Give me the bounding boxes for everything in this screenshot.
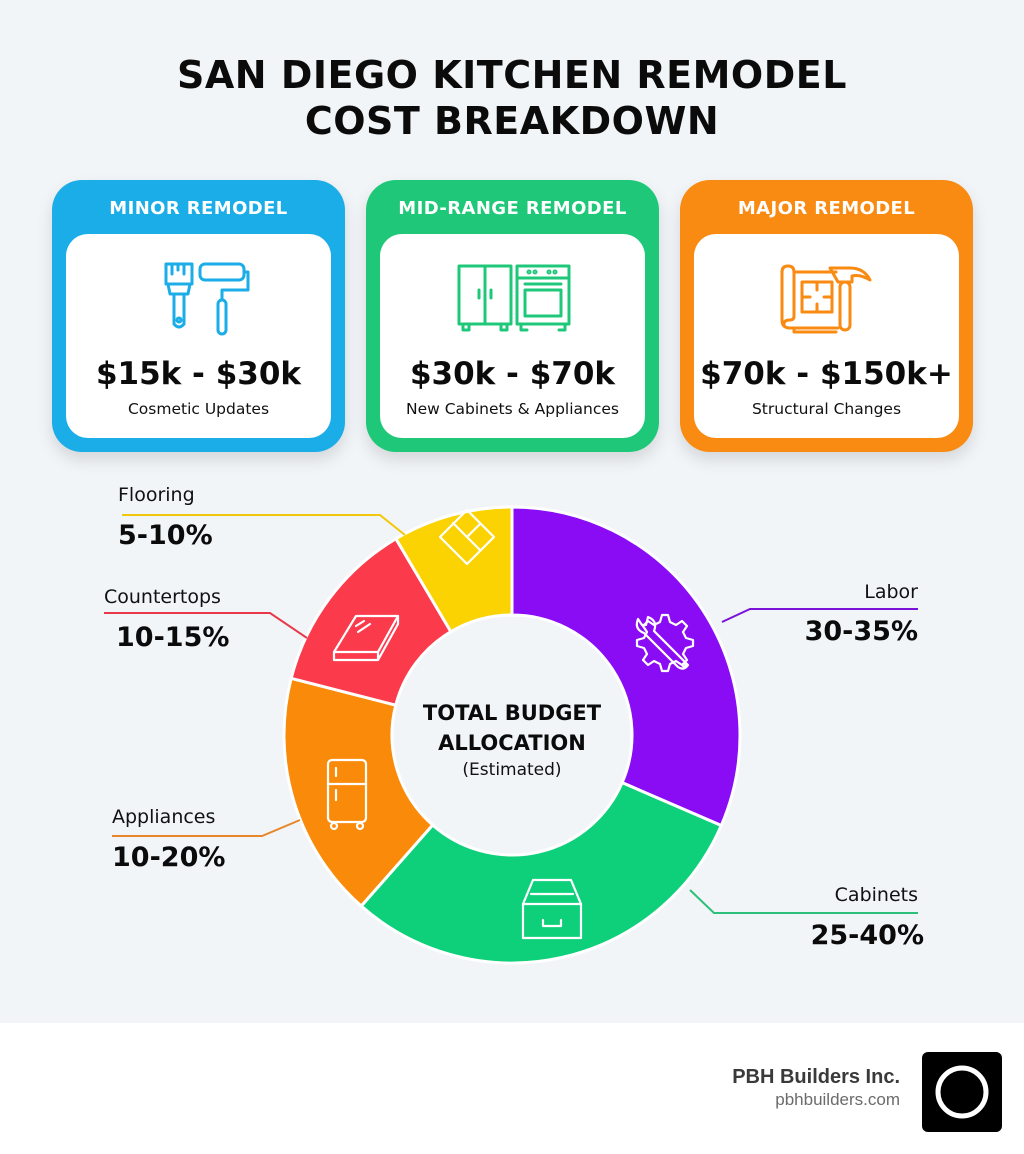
donut-svg xyxy=(104,505,918,965)
infographic-canvas: SAN DIEGO KITCHEN REMODEL COST BREAKDOWN… xyxy=(0,0,1024,1023)
pct-countertops: 10-15% xyxy=(116,622,230,653)
label-countertops: Countertops xyxy=(104,586,221,608)
cabinet-oven-icon xyxy=(457,264,570,332)
card-body: $15k - $30k Cosmetic Updates xyxy=(66,234,331,438)
card-header: MINOR REMODEL xyxy=(109,198,288,219)
drawer-icon xyxy=(521,878,583,940)
card-subtitle: Structural Changes xyxy=(751,400,902,418)
paintbrush-roller-icon xyxy=(164,262,249,336)
title-line-2: COST BREAKDOWN xyxy=(304,99,720,143)
blueprint-hammer-icon xyxy=(780,264,871,334)
price-range: $30k - $70k xyxy=(409,356,616,392)
title-line-1: SAN DIEGO KITCHEN REMODEL xyxy=(177,53,847,97)
donut-segments xyxy=(282,505,742,965)
label-cabinets: Cabinets xyxy=(834,884,918,906)
countertops-leader-line xyxy=(104,612,308,639)
donut-center-subtitle: (Estimated) xyxy=(462,760,562,780)
page-title: SAN DIEGO KITCHEN REMODEL COST BREAKDOWN xyxy=(0,52,1024,144)
ring-logo-icon xyxy=(935,1065,989,1119)
donut-segment-labor xyxy=(510,505,742,828)
price-range: $15k - $30k xyxy=(95,356,302,392)
pct-cabinets: 25-40% xyxy=(810,920,924,951)
labor-leader-line xyxy=(721,608,918,623)
countertop-slab-icon xyxy=(332,614,400,662)
refrigerator-icon xyxy=(326,758,368,831)
card-body: $70k - $150k+ Structural Changes xyxy=(694,234,959,438)
floor-tile-icon xyxy=(438,508,496,566)
budget-donut-chart: Flooring 5-10% Countertops 10-15% Applia… xyxy=(0,470,1024,1010)
flooring-leader-line xyxy=(122,514,406,536)
card-body: $30k - $70k New Cabinets & Appliances xyxy=(380,234,645,438)
company-logo xyxy=(922,1052,1002,1132)
card-minor-remodel: MINOR REMODEL $15k - $30k Cosmetic Updat… xyxy=(52,180,345,452)
card-header: MAJOR REMODEL xyxy=(737,198,916,219)
appliances-leader-line xyxy=(112,819,301,837)
center-title-line-1: TOTAL BUDGET xyxy=(422,701,602,725)
card-mid-range-remodel: MID-RANGE REMODEL $30k - $70k New Cabine… xyxy=(366,180,659,452)
pct-appliances: 10-20% xyxy=(112,842,226,873)
donut-center-title: TOTAL BUDGET ALLOCATION xyxy=(392,698,632,758)
card-subtitle: New Cabinets & Appliances xyxy=(405,400,619,418)
cabinets-leader-line xyxy=(689,889,918,914)
donut-segment-cabinets xyxy=(359,780,724,965)
donut-segment-appliances xyxy=(282,676,435,909)
card-header: MID-RANGE REMODEL xyxy=(398,198,627,219)
label-labor: Labor xyxy=(864,581,918,603)
label-flooring: Flooring xyxy=(118,484,195,506)
label-appliances: Appliances xyxy=(112,806,216,828)
card-subtitle: Cosmetic Updates xyxy=(127,400,270,418)
pct-labor: 30-35% xyxy=(804,616,918,647)
pct-flooring: 5-10% xyxy=(118,520,213,551)
price-range: $70k - $150k+ xyxy=(700,356,953,392)
footer-company-name: PBH Builders Inc. xyxy=(732,1066,900,1088)
footer-website-link[interactable]: pbhbuilders.com xyxy=(775,1090,900,1109)
card-major-remodel: MAJOR REMODEL $70k - $150k+ Structural C… xyxy=(680,180,973,452)
donut-segment-flooring xyxy=(393,505,514,634)
center-title-line-2: ALLOCATION xyxy=(438,731,586,755)
wrench-gear-icon xyxy=(635,613,695,673)
